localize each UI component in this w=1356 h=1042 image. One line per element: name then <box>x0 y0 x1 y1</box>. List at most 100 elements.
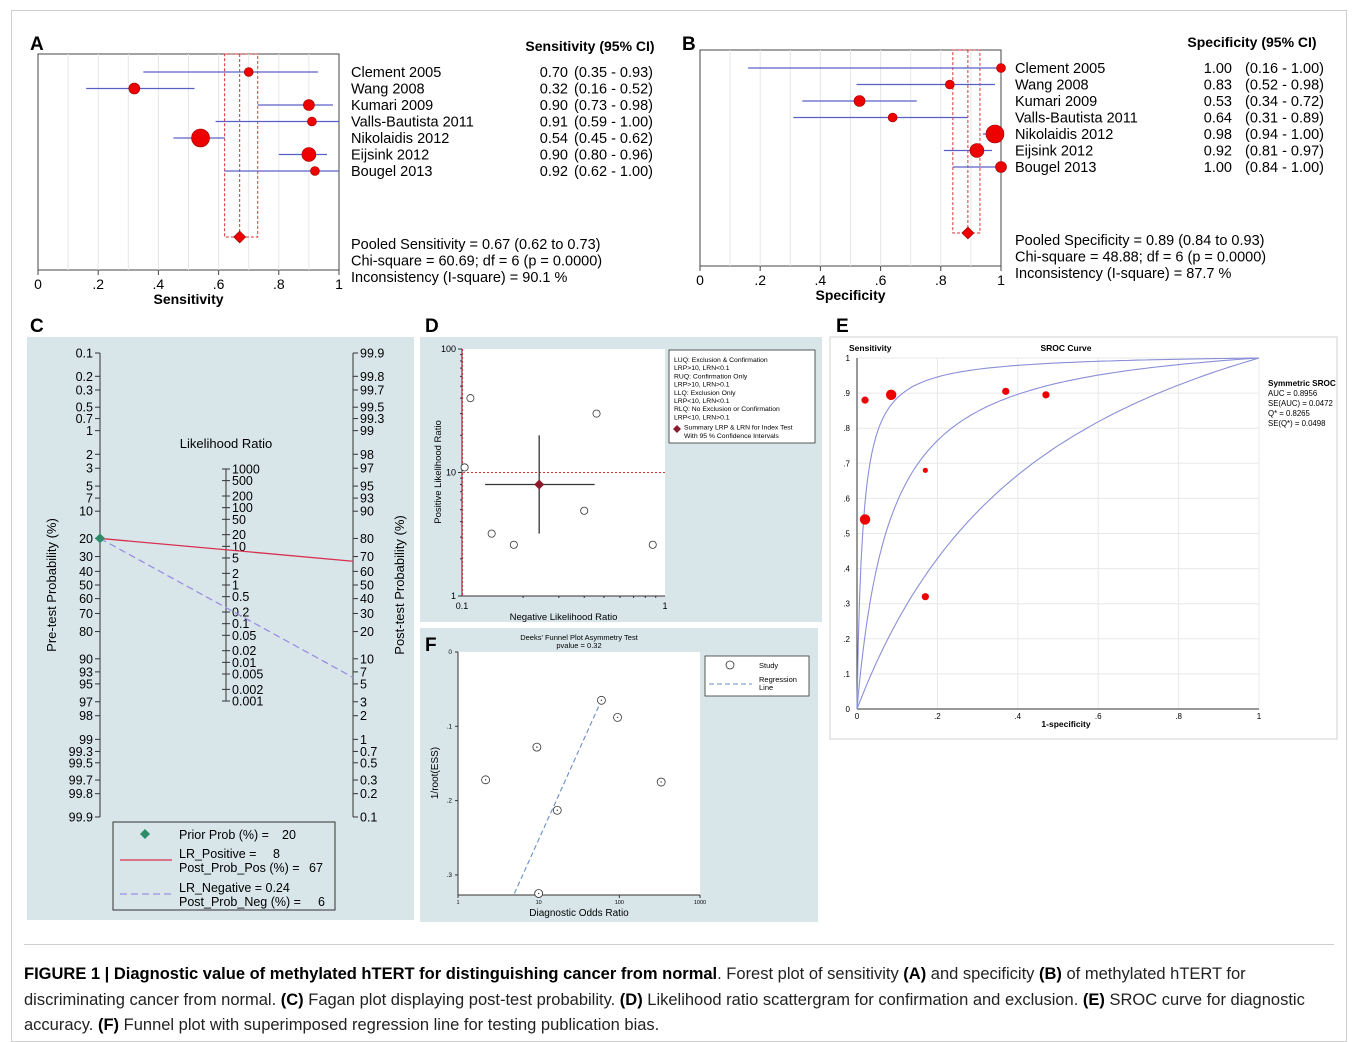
x-tick-label: .8 <box>273 276 285 292</box>
x-tick-label: .2 <box>754 272 766 288</box>
caption-ref: (A) <box>903 965 927 983</box>
study-name: Clement 2005 <box>351 65 441 81</box>
posttest-tick-label: 0.3 <box>360 774 377 788</box>
pretest-tick-label: 99.5 <box>69 756 93 770</box>
study-point <box>921 593 929 601</box>
posttest-tick-label: 70 <box>360 550 374 564</box>
panel-letter-d: D <box>425 316 439 337</box>
panel-letter-f: F <box>425 635 437 656</box>
pretest-tick-label: 30 <box>79 550 93 564</box>
lr-tick-label: 100 <box>232 501 253 515</box>
study-name: Wang 2008 <box>351 82 425 98</box>
study-ci-range: (0.31 - 0.89) <box>1245 111 1324 127</box>
y-axis-label: 1/root(ESS) <box>430 747 441 799</box>
x-tick-label: 100 <box>615 900 624 906</box>
posttest-tick-label: 99.7 <box>360 383 384 397</box>
lr-tick-label: 0.002 <box>232 683 263 697</box>
study-name: Kumari 2009 <box>351 98 433 114</box>
sroc-stat: SE(Q*) = 0.0498 <box>1268 419 1325 428</box>
study-estimate <box>303 99 315 111</box>
legend-positive-value: 8 <box>273 847 280 861</box>
y-tick-label: 0 <box>846 705 851 714</box>
pretest-tick-label: 80 <box>79 625 93 639</box>
caption-ref: (E) <box>1082 990 1105 1009</box>
pooled-stat: Pooled Sensitivity = 0.67 (0.62 to 0.73) <box>351 237 600 253</box>
study-ci-range: (0.84 - 1.00) <box>1245 160 1324 176</box>
legend-study-marker <box>725 660 735 670</box>
study-ci-range: (0.52 - 0.98) <box>1245 78 1324 94</box>
x-tick-label: 1 <box>1257 712 1262 721</box>
pretest-tick-label: 0.5 <box>76 401 93 415</box>
study-point <box>509 540 518 549</box>
pretest-tick-label: 0.2 <box>76 370 93 384</box>
study-point <box>885 389 897 401</box>
legend-post-pos-label: Post_Prob_Pos (%) = <box>179 861 300 875</box>
lr-tick-label: 500 <box>232 474 253 488</box>
pretest-tick-label: 99.8 <box>69 787 93 801</box>
posttest-axis-label: Post-test Probability (%) <box>392 515 407 654</box>
posttest-tick-label: 5 <box>360 677 367 691</box>
pooled-stat: Inconsistency (I-square) = 90.1 % <box>351 270 568 286</box>
study-value: 0.92 <box>1204 144 1232 160</box>
study-name: Valls-Bautista 2011 <box>351 115 474 131</box>
study-point <box>460 463 469 472</box>
posttest-tick-label: 99.3 <box>360 412 384 426</box>
legend-text: LUQ: Exclusion & Confirmation <box>674 357 768 364</box>
legend-text: LRP<10, LRN>0.1 <box>674 414 730 421</box>
study-name: Nikolaidis 2012 <box>1015 127 1113 143</box>
posttest-tick-label: 80 <box>360 532 374 546</box>
study-name: Eijsink 2012 <box>351 148 429 164</box>
study-ci-range: (0.73 - 0.98) <box>574 98 653 114</box>
study-name: Eijsink 2012 <box>1015 144 1093 160</box>
caption-text: Fagan plot displaying post-test probabil… <box>303 990 620 1009</box>
x-tick-label: .6 <box>1095 712 1102 721</box>
legend-box <box>112 821 336 911</box>
posttest-tick-label: 90 <box>360 505 374 519</box>
posttest-tick-label: 93 <box>360 492 374 506</box>
study-point <box>1042 391 1050 399</box>
study-estimate <box>301 147 317 162</box>
plot-area <box>458 652 700 895</box>
study-point-center <box>484 779 487 781</box>
lr-tick-label: 0.02 <box>232 644 256 658</box>
pretest-tick-label: 70 <box>79 607 93 621</box>
study-name: Bougel 2013 <box>1015 160 1096 176</box>
study-point <box>861 396 869 404</box>
y-tick-label: 1 <box>451 591 456 601</box>
y-axis-label: Positive Likelihood Ratio <box>433 420 444 524</box>
study-point-center <box>536 746 538 748</box>
caption-ref: (B) <box>1039 965 1062 983</box>
pretest-tick-label: 97 <box>79 695 93 709</box>
pretest-tick-label: 90 <box>79 652 93 666</box>
legend-post-neg-value: 6 <box>318 895 325 909</box>
caption-text: . Forest plot of sensitivity <box>717 965 904 983</box>
study-ci-range: (0.81 - 0.97) <box>1245 144 1324 160</box>
study-value: 0.53 <box>1204 94 1232 110</box>
study-value: 0.70 <box>540 65 568 81</box>
column-header: Specificity (95% CI) <box>1187 34 1316 50</box>
panel-f-funnel-plot: 0 .1 .2 .3 1 10 100 1000 Deeks' Funnel Plot Asym… <box>430 633 810 919</box>
figure-caption: FIGURE 1 | Diagnostic value of methylate… <box>24 962 1334 1039</box>
study-estimate <box>307 116 317 127</box>
caption-ref: (F) <box>97 1016 120 1034</box>
y-axis-label: Sensitivity <box>849 343 892 353</box>
panel-b-forest-plot: 0 .2 .4 .6 .8 1 Specificity Specificity (95% CI… <box>696 34 1324 303</box>
legend-positive-label: LR_Positive = <box>179 847 256 861</box>
legend-text: LRP<10, LRN<0.1 <box>674 398 730 405</box>
x-tick-label: 1000 <box>694 900 706 906</box>
lr-axis-label: Likelihood Ratio <box>180 436 273 451</box>
posttest-tick-label: 99.8 <box>360 370 384 384</box>
legend-prior-marker <box>140 829 150 839</box>
x-tick-label: .2 <box>934 712 941 721</box>
lr-tick-label: 0.05 <box>232 629 256 643</box>
pooled-ci-box <box>952 49 981 234</box>
posttest-tick-label: 95 <box>360 480 374 494</box>
pretest-tick-label: 99 <box>79 733 93 747</box>
figure-canvas: A B C D E F 0.2.4.6.8 1SensitivitySensiti… <box>27 34 1338 922</box>
study-point-center <box>556 809 558 811</box>
sroc-curve <box>856 357 1260 710</box>
x-tick-label: .2 <box>92 276 104 292</box>
pretest-tick-label: 0.3 <box>76 383 93 397</box>
panel-letter-b: B <box>682 34 696 55</box>
caption-text: of methylated hTERT for discriminating c… <box>24 965 1246 1009</box>
